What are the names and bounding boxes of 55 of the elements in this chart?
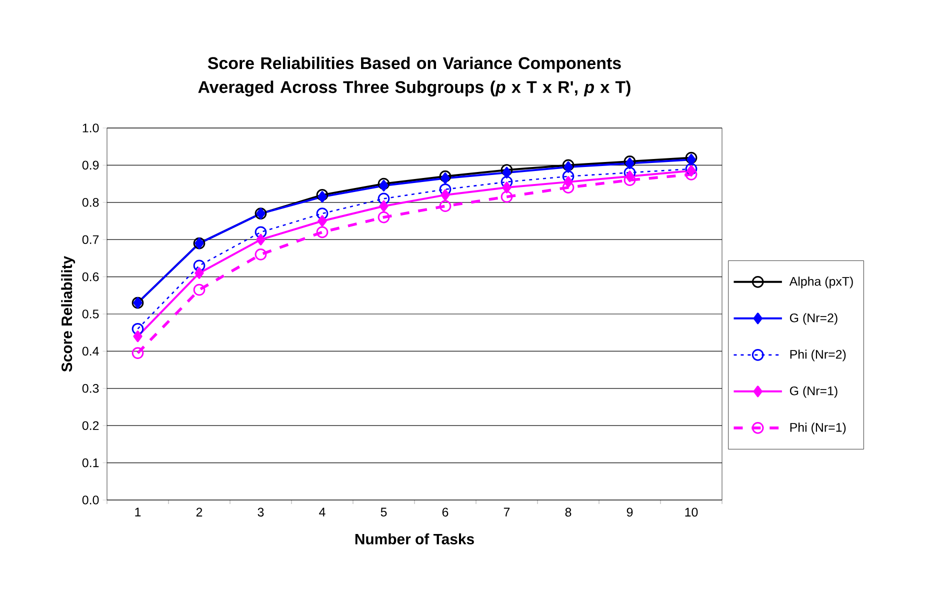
point [256, 234, 266, 246]
legend-label: Phi (Nr=1) [790, 422, 846, 434]
y-axis-title: Score Reliability [61, 256, 76, 372]
legend-label: Alpha (pxT) [789, 276, 853, 288]
chart-title: Score Reliabilities Based on Variance Components Averaged Across Three Subgroups (p x T x R', p x T) [198, 56, 630, 96]
point [133, 330, 142, 342]
point [562, 170, 574, 182]
x-tick-label: 2 [196, 508, 202, 516]
point [132, 347, 144, 359]
y-tick-label: 1.0 [82, 124, 99, 132]
legend-label: Phi (Nr=2) [790, 350, 846, 362]
x-tick-label: 3 [258, 508, 264, 517]
y-tick-label: 0.7 [82, 235, 99, 244]
y-tick-label: 0.0 [82, 496, 99, 504]
point [378, 192, 390, 205]
x-tick-label: 10 [685, 508, 698, 517]
legend-label: G (Nr=1) [790, 386, 838, 398]
point [562, 182, 574, 194]
y-tick-label: 0.5 [82, 310, 99, 318]
point [500, 190, 513, 203]
point [502, 182, 512, 194]
y-tick-label: 0.1 [82, 458, 99, 468]
point [193, 284, 206, 296]
x-tick-label: 7 [504, 508, 510, 516]
point [439, 200, 452, 212]
point [316, 226, 328, 238]
y-tick-label: 0.9 [82, 160, 99, 170]
point [318, 215, 327, 227]
point [316, 208, 328, 220]
legend-label: G (Nr=2) [790, 313, 838, 325]
point [379, 200, 388, 212]
x-tick-label: 5 [380, 508, 387, 516]
point [500, 164, 513, 176]
y-tick-label: 0.2 [82, 421, 99, 430]
point [254, 226, 267, 238]
point [439, 183, 452, 196]
point [194, 267, 204, 279]
point [440, 189, 450, 201]
y-tick-label: 0.8 [82, 198, 99, 207]
y-tick-label: 0.4 [82, 346, 99, 356]
point [193, 260, 206, 272]
y-tick-label: 0.3 [82, 384, 99, 393]
point [132, 322, 144, 335]
x-tick-label: 4 [319, 508, 326, 516]
y-tick-label: 0.6 [82, 272, 99, 282]
point [254, 248, 267, 260]
x-tick-label: 6 [442, 508, 448, 517]
point [685, 168, 698, 180]
x-tick-label: 1 [135, 508, 141, 516]
x-axis-title: Number of Tasks [355, 533, 474, 544]
point [378, 211, 390, 224]
x-tick-label: 8 [565, 508, 572, 517]
point [500, 176, 513, 188]
point [502, 166, 512, 178]
x-tick-label: 9 [626, 508, 633, 517]
